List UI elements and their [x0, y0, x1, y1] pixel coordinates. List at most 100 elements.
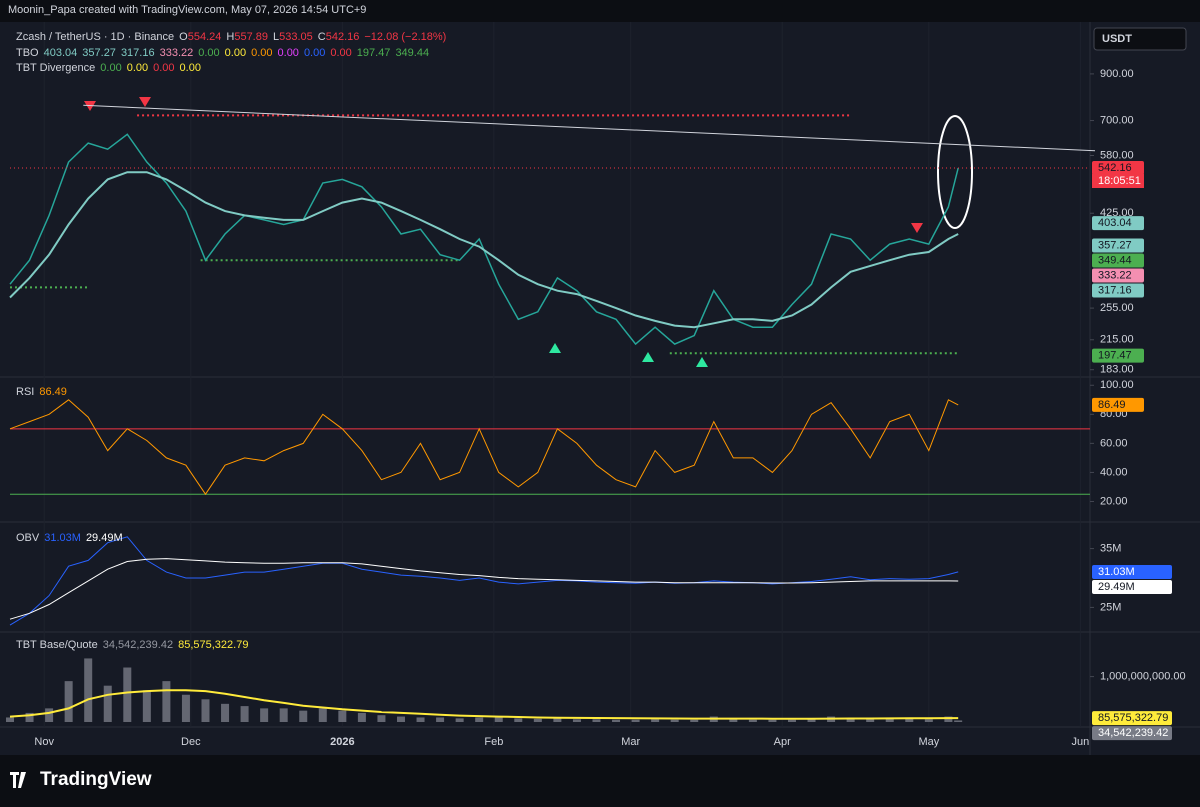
- volume-bar: [612, 719, 621, 722]
- badge-label: 197.47: [1098, 349, 1132, 361]
- indicator-value: 317.16: [120, 47, 155, 59]
- indicator-name: OBV: [16, 532, 40, 544]
- price-badge: [1092, 564, 1172, 579]
- volume-bar: [123, 667, 132, 722]
- volume-bar: [944, 716, 953, 722]
- ohlc-value: 533.05: [279, 31, 313, 43]
- indicator-value: 357.27: [82, 47, 116, 59]
- indicator-value: 0.00: [153, 62, 175, 74]
- volume-bar: [318, 708, 327, 722]
- volume-bar: [201, 699, 210, 722]
- y-tick-label: 1,000,000,000.00: [1100, 671, 1186, 683]
- header: Moonin_Papa created with TradingView.com…: [8, 4, 367, 16]
- badge-label: 85,575,322.79: [1098, 712, 1168, 724]
- price-line: [9, 133, 959, 346]
- pane-separators: [0, 22, 1200, 755]
- volume-bar: [221, 703, 230, 722]
- sell-marker: [911, 223, 923, 233]
- volume-bar: [103, 685, 112, 722]
- indicator-value: 0.00: [198, 47, 220, 59]
- price-badge: [1092, 579, 1172, 594]
- legend-div: TBT Divergence 0.00 0.00 0.00 0.00: [16, 62, 206, 74]
- indicator-value: 0.00: [277, 47, 299, 59]
- y-tick-label: 900.00: [1100, 68, 1134, 80]
- volume-bar: [162, 681, 171, 722]
- logo: TradingView: [10, 769, 152, 790]
- volume-ma: [9, 689, 959, 720]
- sell-marker: [139, 97, 151, 107]
- y-tick-label: 700.00: [1100, 114, 1134, 126]
- symbol: Zcash / TetherUS · 1D · Binance: [16, 31, 175, 43]
- volume-bar: [494, 717, 503, 722]
- volume-bar: [690, 719, 699, 722]
- volume-bar: [475, 717, 484, 722]
- currency-box[interactable]: [1093, 27, 1187, 51]
- volume-bar: [25, 712, 34, 722]
- currency: USDT: [1102, 33, 1132, 45]
- volume-bar: [377, 715, 386, 722]
- badge-label: 349.44: [1098, 254, 1132, 266]
- y-tick-label: 40.00: [1100, 466, 1128, 478]
- volume-bar: [768, 719, 777, 722]
- legend-rsi: RSI 86.49: [16, 386, 72, 398]
- price-badge: [1092, 268, 1144, 283]
- badge-label: 403.04: [1098, 217, 1132, 229]
- volume-bar: [142, 690, 151, 722]
- price-badge: [1092, 348, 1144, 363]
- price-badge: [1092, 283, 1144, 298]
- indicator-value: 0.00: [126, 62, 149, 74]
- volume-bar: [572, 719, 581, 722]
- badge-label: 86.49: [1098, 399, 1126, 411]
- change: −12.08 (−2.18%): [364, 31, 447, 43]
- y-tick-label: 60.00: [1100, 437, 1128, 449]
- obv-line: [9, 558, 959, 620]
- indicator-name: RSI: [16, 386, 35, 398]
- volume-bar: [396, 716, 405, 722]
- badge-label: 29.49M: [1098, 581, 1135, 593]
- legend-price: Zcash / TetherUS · 1D · Binance O554.24 H5…: [16, 31, 451, 43]
- indicator-value: 349.44: [395, 47, 430, 59]
- y-tick-label: 183.00: [1100, 364, 1134, 376]
- volume-bar: [514, 718, 523, 722]
- indicator-name: TBT Base/Quote: [16, 639, 98, 651]
- badge-label: 542.16: [1098, 162, 1132, 174]
- volume-bar: [260, 708, 269, 722]
- price-badge: [1092, 238, 1144, 253]
- indicator-value: 0.00: [224, 47, 247, 59]
- volume-bar: [885, 718, 894, 722]
- volume-bar: [279, 708, 288, 722]
- indicator-value: 29.49M: [85, 532, 123, 544]
- volume-bar: [299, 710, 308, 722]
- badge-label: 31.03M: [1098, 566, 1135, 578]
- x-tick-label: Apr: [774, 736, 791, 748]
- logo-text: TradingView: [40, 769, 152, 790]
- price-badge: [1092, 397, 1144, 412]
- buy-marker: [642, 352, 654, 362]
- badge-label: 333.22: [1098, 269, 1132, 281]
- legend-obv: OBV 31.03M 29.49M: [16, 532, 128, 544]
- volume-bar: [84, 658, 93, 722]
- y-tick-label: 255.00: [1100, 302, 1134, 314]
- ohlc-label: O: [179, 31, 188, 43]
- volume-bar: [807, 719, 816, 722]
- x-tick-label: Mar: [621, 736, 640, 748]
- indicator-value: 333.22: [159, 47, 194, 59]
- badge-label: 317.16: [1098, 284, 1132, 296]
- volume-bar: [338, 710, 347, 722]
- indicator-name: TBT Divergence: [16, 62, 96, 74]
- price-badge: [1092, 161, 1144, 176]
- indicator-value: 31.03M: [44, 532, 81, 544]
- volume-bar: [553, 718, 562, 722]
- ohlc-label: C: [317, 31, 326, 43]
- volume-bar: [748, 719, 757, 722]
- indicator-value: 403.04: [43, 47, 78, 59]
- y-tick-label: 100.00: [1100, 379, 1134, 391]
- trendline: [83, 104, 1096, 152]
- volume-bar: [787, 719, 796, 722]
- volume-bar: [954, 720, 963, 722]
- indicator-value: 86.49: [39, 386, 67, 398]
- clock: 18:05:51: [1098, 175, 1141, 187]
- volume-bar: [181, 694, 190, 722]
- volume-bar: [631, 719, 640, 722]
